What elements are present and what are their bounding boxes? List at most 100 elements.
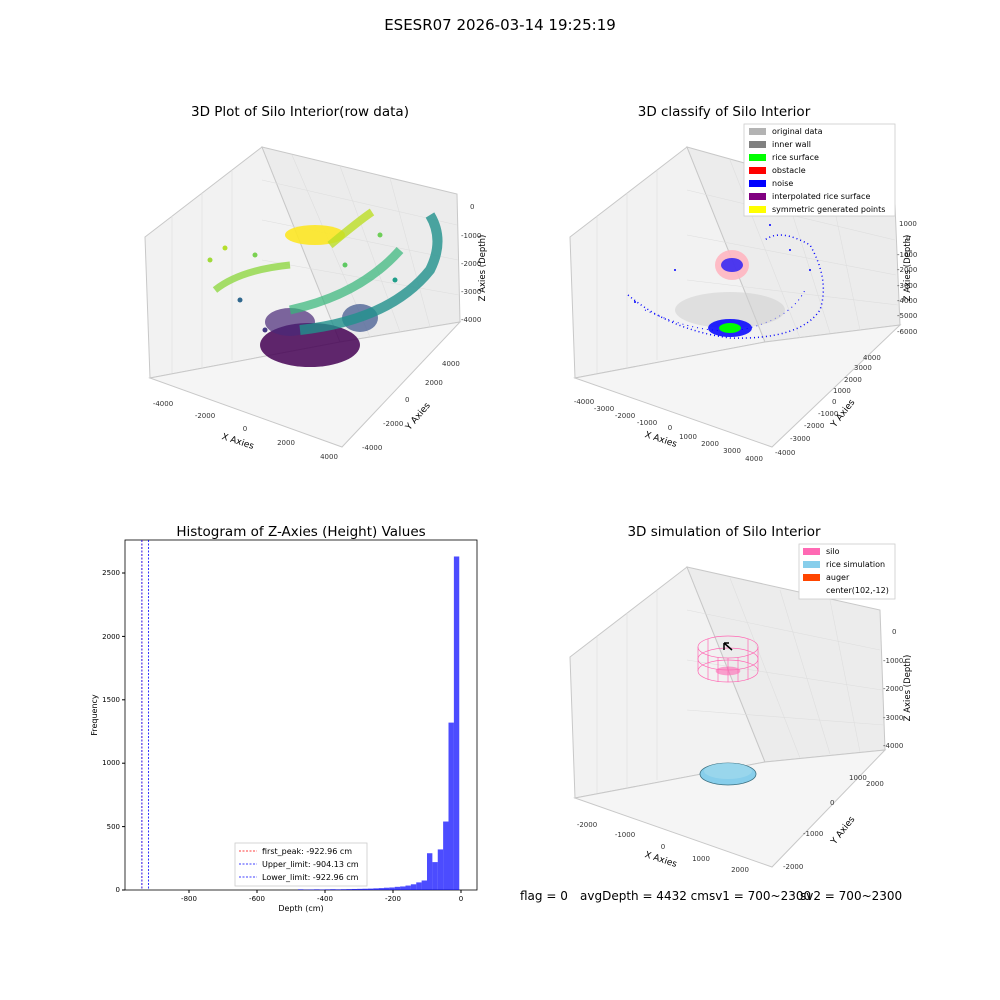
histogram-bar <box>357 888 363 890</box>
classify-noise-cluster <box>721 258 743 272</box>
histogram-x-tick: -200 <box>385 895 401 903</box>
simulation-y-tick: 0 <box>830 799 834 807</box>
flag-text: flag = 0 <box>520 889 568 903</box>
simulation-x-ticks: -2000 -1000 0 1000 2000 <box>577 821 749 874</box>
histogram-x-tick: -600 <box>249 895 265 903</box>
simulation-z-tick: -4000 <box>883 742 903 750</box>
raw-point <box>342 262 348 268</box>
classify-x-tick: 4000 <box>745 455 763 463</box>
simulation-x-tick: 1000 <box>692 855 710 863</box>
histogram-legend: first_peak: -922.96 cm Upper_limit: -904… <box>234 842 368 887</box>
legend-label-inner-wall: inner wall <box>772 140 811 149</box>
histogram-x-tick: 0 <box>459 895 463 903</box>
classify-point <box>809 269 811 271</box>
simulation-z-tick: -2000 <box>883 685 903 693</box>
legend-swatch-rice-simulation <box>803 561 820 568</box>
raw-3d-plot[interactable]: -4000 -2000 0 2000 4000 X Axies -4000 -2… <box>0 0 500 500</box>
classify-x-tick: 2000 <box>701 440 719 448</box>
classify-legend-box <box>743 123 896 217</box>
classify-x-axis-label: X Axies <box>643 430 678 450</box>
histogram-y-axis-label: Frequency <box>90 694 99 736</box>
simulation-plot-title: 3D simulation of Silo Interior <box>627 524 821 540</box>
classify-z-tick: -3000 <box>897 282 917 290</box>
legend-label-center: center(102,-12) <box>826 586 889 595</box>
histogram-bar <box>389 887 395 890</box>
classify-x-tick: 3000 <box>723 447 741 455</box>
raw-x-tick: -4000 <box>153 400 173 408</box>
raw-wall-band-green <box>289 247 404 315</box>
simulation-y-tick: 2000 <box>866 780 884 788</box>
sv2-text: sv2 = 700~2300 <box>800 889 903 903</box>
classify-legend: original data inner wall rice surface ob… <box>743 123 896 217</box>
avg-depth-text: avgDepth = 4432 cmsv1 = 700~2300 <box>580 889 812 903</box>
classify-z-tick: -5000 <box>897 312 917 320</box>
raw-z-axis-label: Z Axies (Depth) <box>478 235 488 302</box>
raw-axes-box <box>144 146 462 448</box>
auger-arrow-icon <box>723 642 733 651</box>
simulation-z-ticks: 0 -1000 -2000 -3000 -4000 <box>883 628 903 750</box>
legend-swatch-original-data <box>749 128 766 135</box>
classify-z-axis-label: Z Axies (Depth) <box>903 235 913 302</box>
legend-swatch-noise <box>749 180 766 187</box>
legend-swatch-obstacle <box>749 167 766 174</box>
histogram-bar <box>448 722 454 890</box>
histogram-bar <box>362 888 368 890</box>
raw-x-tick: 2000 <box>277 439 295 447</box>
raw-plot-title: 3D Plot of Silo Interior(row data) <box>191 104 409 120</box>
classify-z-tick: 1000 <box>899 220 917 228</box>
histogram-y-tick: 2000 <box>102 633 120 641</box>
legend-swatch-auger <box>803 574 820 581</box>
histogram-x-ticks: -800 -600 -400 -200 0 <box>181 890 463 903</box>
legend-label-obstacle: obstacle <box>772 166 806 175</box>
classify-original-data <box>675 292 785 328</box>
histogram-bar <box>443 821 449 890</box>
raw-y-tick: -4000 <box>362 444 382 452</box>
classify-x-tick: -3000 <box>594 405 614 413</box>
classify-point-cloud <box>627 224 825 339</box>
histogram-y-tick: 1500 <box>102 696 120 704</box>
histogram-y-ticks: 0 500 1000 1500 2000 2500 <box>102 569 125 894</box>
classify-point <box>789 249 791 251</box>
raw-z-tick: -2000 <box>461 260 481 268</box>
simulation-axes-box <box>569 566 887 868</box>
raw-point <box>237 297 243 303</box>
histogram-title: Histogram of Z-Axies (Height) Values <box>176 524 426 540</box>
simulation-gridlines <box>596 577 885 793</box>
classify-y-tick: 0 <box>832 398 836 406</box>
classify-x-tick: -2000 <box>615 412 635 420</box>
classify-z-ticks: 1000 0 -1000 -2000 -3000 -4000 -5000 -60… <box>897 220 917 336</box>
classify-floor-pane <box>573 324 902 448</box>
raw-y-tick: -2000 <box>383 420 403 428</box>
histogram-threshold-lines <box>141 540 150 890</box>
histogram-plot[interactable]: -800 -600 -400 -200 0 Depth (cm) 0 500 1… <box>0 500 500 930</box>
histogram-bar <box>351 888 358 890</box>
simulation-x-tick: -2000 <box>577 821 597 829</box>
legend-swatch-rice-surface <box>749 154 766 161</box>
raw-z-ticks: 0 -1000 -2000 -3000 -4000 <box>461 203 481 324</box>
simulation-z-tick: -3000 <box>883 714 903 722</box>
classify-3d-plot[interactable]: original data inner wall rice surface ob… <box>500 0 1000 500</box>
histogram-bar <box>400 886 406 890</box>
simulation-x-tick: -1000 <box>615 831 635 839</box>
classify-y-tick: 3000 <box>854 364 872 372</box>
legend-label-rice-surface: rice surface <box>772 153 819 162</box>
raw-x-tick: 4000 <box>320 453 338 461</box>
classify-y-tick: -2000 <box>804 422 824 430</box>
raw-wall-band-teal <box>299 212 443 335</box>
simulation-y-tick: -1000 <box>803 830 823 838</box>
classify-x-ticks: -4000 -3000 -2000 -1000 0 1000 2000 3000… <box>574 398 763 463</box>
classify-y-tick: -1000 <box>818 410 838 418</box>
simulation-3d-plot[interactable]: silo rice simulation auger center(102,-1… <box>500 500 1000 885</box>
classify-y-tick: -4000 <box>775 449 795 457</box>
classify-x-tick: -4000 <box>574 398 594 406</box>
legend-swatch-inner-wall <box>749 141 766 148</box>
histogram-bar <box>405 885 411 890</box>
raw-x-ticks: -4000 -2000 0 2000 4000 <box>153 400 338 461</box>
histogram-bar <box>416 882 422 890</box>
classify-z-tick: -6000 <box>897 328 917 336</box>
classify-z-tick: -4000 <box>897 297 917 305</box>
legend-label-silo: silo <box>826 547 840 556</box>
histogram-y-tick: 1000 <box>102 759 120 767</box>
legend-label-symmetric: symmetric generated points <box>772 205 885 214</box>
histogram-bar <box>437 849 444 890</box>
